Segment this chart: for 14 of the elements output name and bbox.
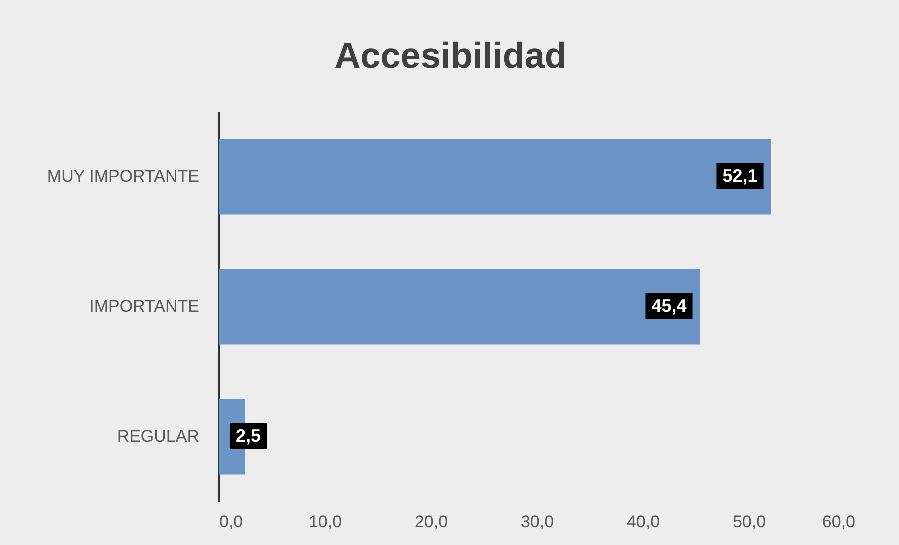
data-label: 52,1 — [722, 166, 758, 186]
x-tick-label: 0,0 — [220, 512, 244, 532]
y-tick-label: IMPORTANTE — [90, 297, 200, 316]
x-tick-label: 20,0 — [414, 512, 448, 532]
data-label: 45,4 — [652, 296, 687, 316]
x-tick-label: 40,0 — [626, 512, 660, 532]
x-tick-label: 60,0 — [822, 512, 856, 532]
y-tick-label: MUY IMPORTANTE — [47, 167, 200, 186]
y-tick-label: REGULAR — [117, 427, 200, 446]
x-tick-label: 50,0 — [732, 512, 766, 532]
chart-title: Accesibilidad — [334, 35, 567, 76]
data-label: 2,5 — [236, 426, 262, 446]
x-tick-label: 10,0 — [308, 512, 342, 532]
x-tick-label: 30,0 — [520, 512, 554, 532]
